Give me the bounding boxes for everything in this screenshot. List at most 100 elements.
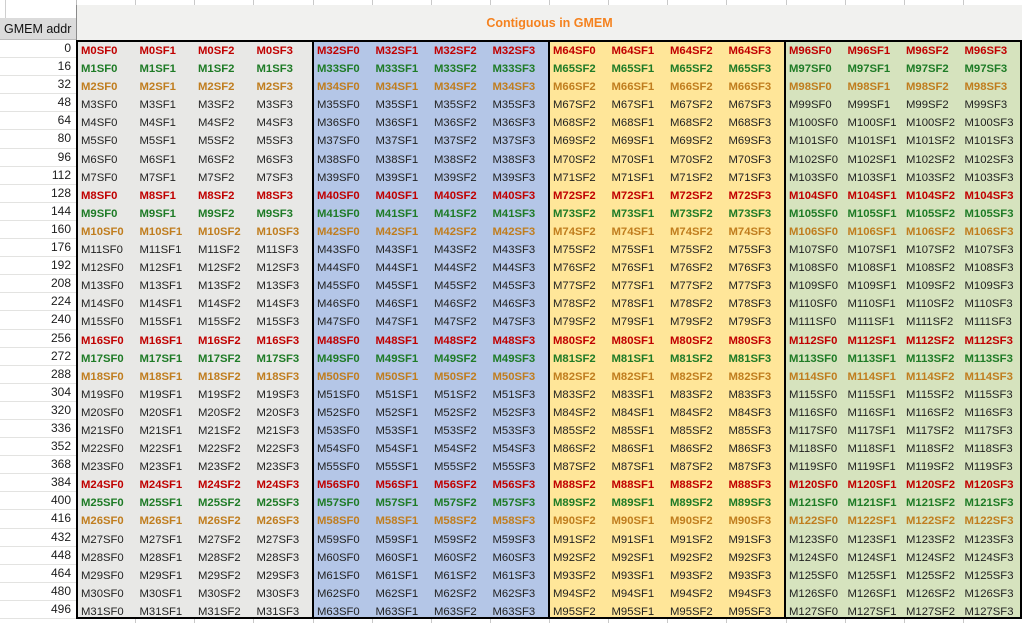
matrix-cell[interactable]: M9SF0 <box>81 207 118 220</box>
matrix-cell[interactable]: M25SF1 <box>139 497 183 510</box>
matrix-cell[interactable]: M61SF2 <box>434 569 477 582</box>
matrix-cell[interactable]: M115SF2 <box>906 388 955 401</box>
matrix-cell[interactable]: M10SF3 <box>256 225 300 238</box>
matrix-cell[interactable]: M58SF2 <box>434 515 477 528</box>
matrix-cell[interactable]: M5SF3 <box>256 135 293 148</box>
matrix-cell[interactable]: M21SF0 <box>81 424 124 437</box>
matrix-cell[interactable]: M97SF0 <box>789 63 832 76</box>
matrix-cell[interactable]: M69SF1 <box>611 135 655 148</box>
matrix-cell[interactable]: M42SF3 <box>492 225 536 238</box>
matrix-cell[interactable]: M26SF2 <box>198 515 241 528</box>
matrix-cell[interactable]: M32SF2 <box>434 45 477 57</box>
matrix-cell[interactable]: M110SF3 <box>964 298 1013 311</box>
matrix-cell[interactable]: M60SF3 <box>492 551 536 564</box>
matrix-cell[interactable]: M89SF2 <box>670 497 713 510</box>
matrix-cell[interactable]: M37SF2 <box>434 135 477 148</box>
matrix-cell[interactable]: M105SF2 <box>906 207 955 220</box>
matrix-cell[interactable]: M2SF3 <box>256 81 293 94</box>
addr-cell[interactable]: 400 <box>0 492 76 511</box>
matrix-cell[interactable]: M102SF3 <box>964 153 1014 166</box>
matrix-cell[interactable]: M75SF3 <box>728 244 772 257</box>
addr-cell[interactable]: 128 <box>0 184 76 203</box>
matrix-cell[interactable]: M30SF2 <box>198 587 241 600</box>
matrix-cell[interactable]: M45SF3 <box>492 280 536 293</box>
matrix-cell[interactable]: M88SF3 <box>728 479 772 492</box>
matrix-cell[interactable]: M11SF0 <box>81 244 123 257</box>
addr-cell[interactable]: 432 <box>0 528 76 547</box>
matrix-cell[interactable]: M44SF1 <box>375 262 419 275</box>
matrix-cell[interactable]: M66SF2 <box>670 81 713 94</box>
matrix-cell[interactable]: M61SF3 <box>492 569 536 582</box>
matrix-cell[interactable]: M18SF2 <box>198 370 241 383</box>
matrix-cell[interactable]: M82SF1 <box>611 370 655 383</box>
matrix-cell[interactable]: M94SF2 <box>670 587 713 600</box>
matrix-cell[interactable]: M53SF0 <box>317 424 360 437</box>
matrix-cell[interactable]: M18SF3 <box>256 370 300 383</box>
matrix-cell[interactable]: M77SF2 <box>553 280 596 293</box>
matrix-cell[interactable]: M101SF2 <box>906 135 955 148</box>
matrix-cell[interactable]: M78SF3 <box>728 298 772 311</box>
matrix-cell[interactable]: M81SF3 <box>728 352 772 365</box>
matrix-cell[interactable]: M80SF2 <box>670 334 713 347</box>
matrix-cell[interactable]: M36SF1 <box>375 117 419 130</box>
addr-cell[interactable]: 480 <box>0 582 76 601</box>
matrix-cell[interactable]: M55SF2 <box>434 461 477 474</box>
matrix-cell[interactable]: M67SF1 <box>611 99 655 112</box>
matrix-cell[interactable]: M82SF3 <box>728 370 772 383</box>
matrix-cell[interactable]: M51SF1 <box>375 388 419 401</box>
matrix-cell[interactable]: M100SF3 <box>964 117 1014 130</box>
matrix-cell[interactable]: M104SF3 <box>964 189 1014 202</box>
matrix-cell[interactable]: M97SF1 <box>847 63 891 76</box>
matrix-cell[interactable]: M43SF0 <box>317 244 360 257</box>
matrix-cell[interactable]: M64SF3 <box>728 45 772 57</box>
matrix-cell[interactable]: M64SF0 <box>553 45 596 57</box>
matrix-cell[interactable]: M30SF0 <box>81 587 124 600</box>
matrix-cell[interactable]: M15SF0 <box>81 316 124 329</box>
matrix-cell[interactable]: M94SF1 <box>611 587 655 600</box>
matrix-cell[interactable]: M17SF2 <box>198 352 241 365</box>
matrix-cell[interactable]: M114SF1 <box>847 370 896 383</box>
matrix-cell[interactable]: M26SF3 <box>256 515 300 528</box>
matrix-cell[interactable]: M72SF2 <box>670 189 713 202</box>
matrix-cell[interactable]: M86SF1 <box>611 443 655 456</box>
matrix-cell[interactable]: M99SF2 <box>906 99 949 112</box>
matrix-cell[interactable]: M89SF2 <box>553 497 596 510</box>
addr-cell[interactable]: 272 <box>0 347 76 366</box>
matrix-cell[interactable]: M116SF1 <box>847 406 896 419</box>
matrix-cell[interactable]: M13SF2 <box>198 280 241 293</box>
matrix-cell[interactable]: M47SF3 <box>492 316 536 329</box>
matrix-cell[interactable]: M95SF1 <box>611 605 655 618</box>
matrix-cell[interactable]: M55SF0 <box>317 461 360 474</box>
matrix-cell[interactable]: M30SF1 <box>139 587 183 600</box>
matrix-cell[interactable]: M13SF0 <box>81 280 124 293</box>
matrix-cell[interactable]: M45SF2 <box>434 280 477 293</box>
matrix-cell[interactable]: M27SF0 <box>81 533 124 546</box>
matrix-cell[interactable]: M127SF1 <box>847 605 897 618</box>
matrix-cell[interactable]: M20SF0 <box>81 406 124 419</box>
matrix-cell[interactable]: M124SF3 <box>964 551 1014 564</box>
matrix-cell[interactable]: M48SF3 <box>492 334 536 347</box>
matrix-cell[interactable]: M53SF1 <box>375 424 419 437</box>
addr-cell[interactable]: 112 <box>0 166 76 185</box>
matrix-cell[interactable]: M79SF3 <box>728 316 772 329</box>
matrix-cell[interactable]: M115SF0 <box>789 388 838 401</box>
matrix-cell[interactable]: M69SF2 <box>553 135 596 148</box>
matrix-cell[interactable]: M48SF0 <box>317 334 360 347</box>
matrix-cell[interactable]: M71SF2 <box>670 171 713 184</box>
matrix-cell[interactable]: M118SF1 <box>847 443 896 456</box>
matrix-cell[interactable]: M38SF1 <box>375 153 419 166</box>
matrix-cell[interactable]: M32SF1 <box>375 45 419 57</box>
matrix-cell[interactable]: M78SF2 <box>553 298 596 311</box>
matrix-cell[interactable]: M52SF0 <box>317 406 360 419</box>
matrix-cell[interactable]: M114SF0 <box>789 370 838 383</box>
matrix-cell[interactable]: M117SF2 <box>906 424 955 437</box>
matrix-cell[interactable]: M36SF2 <box>434 117 477 130</box>
matrix-cell[interactable]: M73SF1 <box>611 207 655 220</box>
matrix-cell[interactable]: M25SF3 <box>256 497 300 510</box>
matrix-cell[interactable]: M64SF2 <box>670 45 713 57</box>
matrix-cell[interactable]: M52SF1 <box>375 406 419 419</box>
matrix-cell[interactable]: M7SF3 <box>256 171 293 184</box>
matrix-cell[interactable]: M8SF3 <box>256 189 293 202</box>
matrix-cell[interactable]: M32SF3 <box>492 45 536 57</box>
matrix-cell[interactable]: M126SF0 <box>789 587 838 600</box>
